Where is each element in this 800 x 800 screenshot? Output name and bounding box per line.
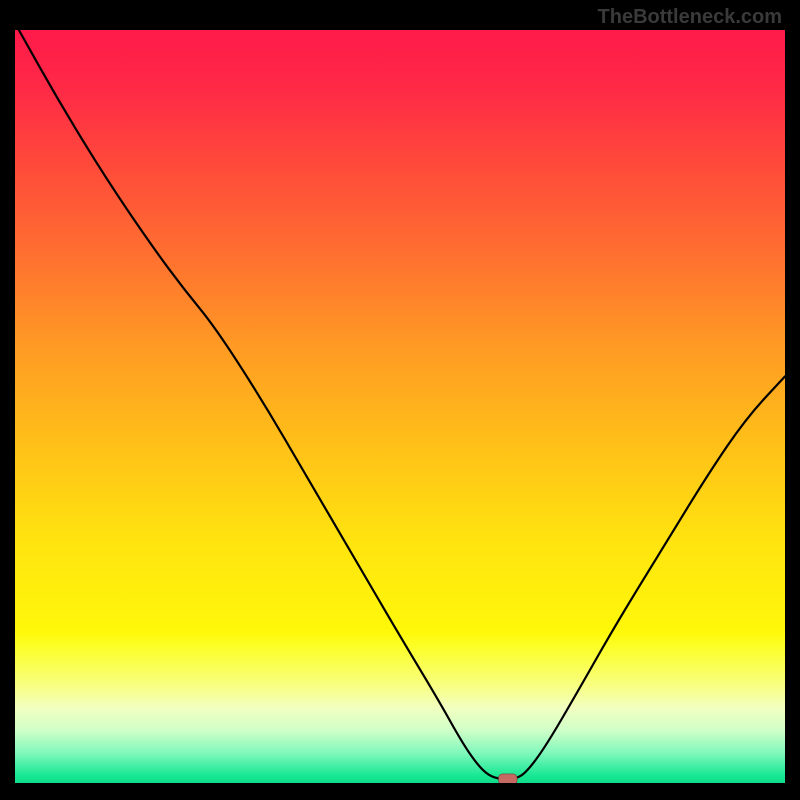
watermark-text: TheBottleneck.com [598, 6, 782, 29]
bottleneck-chart [15, 30, 785, 783]
chart-svg [15, 30, 785, 783]
optimal-marker [499, 774, 517, 783]
chart-background [15, 30, 785, 783]
